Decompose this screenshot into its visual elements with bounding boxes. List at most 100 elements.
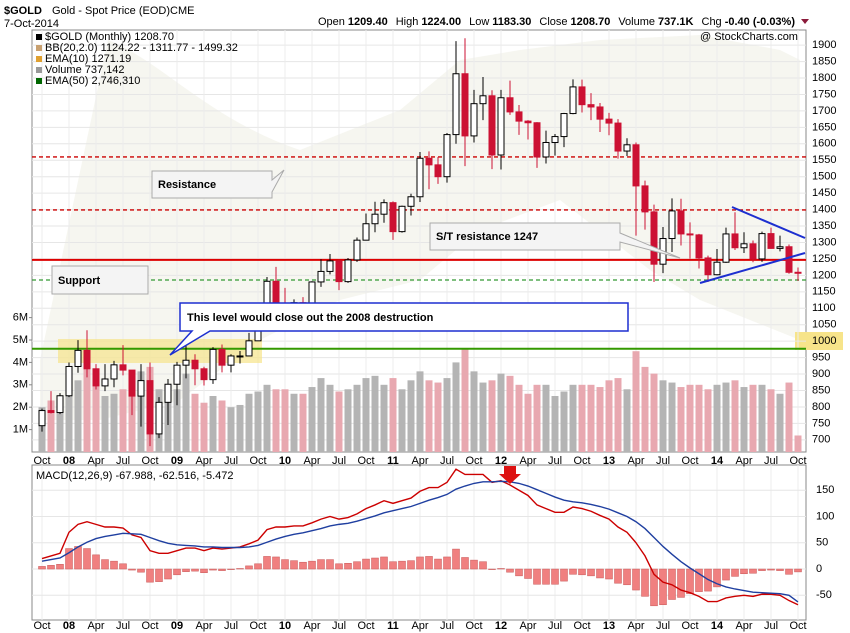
volume-bar bbox=[74, 380, 82, 452]
histogram-bar bbox=[200, 568, 208, 573]
volume-bar bbox=[443, 378, 451, 452]
candle-body bbox=[92, 368, 100, 387]
x-tick-label: Apr bbox=[735, 620, 752, 632]
histogram-bar bbox=[416, 556, 424, 570]
histogram-bar bbox=[722, 568, 730, 581]
volume-bar bbox=[308, 387, 316, 452]
x-tick-label: Apr bbox=[627, 455, 644, 467]
highlight-tick-box bbox=[795, 332, 843, 350]
x-tick-label: Oct bbox=[357, 455, 374, 467]
candle-body bbox=[308, 281, 316, 305]
x-tick-label: 12 bbox=[495, 455, 507, 467]
x-tick-label: Oct bbox=[465, 620, 482, 632]
histogram-bar bbox=[542, 568, 550, 585]
annotation: Resistance bbox=[158, 179, 216, 191]
candle-body bbox=[236, 355, 244, 358]
x-tick-label: 11 bbox=[387, 620, 399, 632]
histogram-bar bbox=[407, 560, 415, 570]
x-tick-label: Jul bbox=[116, 455, 130, 467]
histogram-bar bbox=[740, 568, 748, 575]
volume-bar bbox=[776, 393, 784, 452]
x-tick-label: Jul bbox=[440, 620, 454, 632]
histogram-bar bbox=[191, 568, 199, 572]
histogram-bar bbox=[794, 568, 802, 573]
volume-bar bbox=[767, 389, 775, 452]
x-tick-label: Apr bbox=[195, 620, 212, 632]
y-tick-label: 100 bbox=[816, 510, 834, 522]
change-arrow bbox=[801, 19, 809, 24]
legend-label: EMA(50) 2,746,310 bbox=[45, 75, 140, 87]
candle-body bbox=[605, 118, 613, 124]
volume-bar bbox=[326, 384, 334, 452]
candle-layer bbox=[38, 38, 802, 447]
histogram-bar bbox=[587, 568, 595, 577]
candle-body bbox=[785, 246, 793, 273]
volume-bar bbox=[182, 373, 190, 452]
histogram-bar bbox=[524, 568, 532, 579]
histogram-bar bbox=[578, 568, 586, 576]
candle-body bbox=[740, 243, 748, 249]
legend-swatch bbox=[36, 34, 42, 40]
x-tick-label: Oct bbox=[465, 455, 482, 467]
credit: @ StockCharts.com bbox=[700, 31, 798, 43]
histogram-bar bbox=[317, 559, 325, 570]
histogram-bar bbox=[758, 568, 766, 571]
histogram-bar bbox=[785, 568, 793, 575]
histogram-bar bbox=[290, 560, 298, 570]
candle-body bbox=[218, 348, 226, 366]
volume-bar bbox=[452, 362, 460, 452]
candle-body bbox=[353, 239, 361, 261]
volume-bar bbox=[65, 373, 73, 452]
volume-bar bbox=[209, 396, 217, 452]
volume-bar bbox=[461, 348, 469, 452]
volume-bar bbox=[686, 384, 694, 452]
y-tick-label: 1850 bbox=[812, 55, 836, 67]
histogram-bar bbox=[650, 568, 658, 607]
candle-body bbox=[650, 211, 658, 265]
x-tick-label: 14 bbox=[711, 455, 724, 467]
y2-tick-label: 1M bbox=[13, 424, 28, 436]
y-tick-label: 1150 bbox=[812, 286, 836, 298]
histogram-bar bbox=[371, 557, 379, 570]
histogram-bar bbox=[632, 568, 640, 591]
histogram-bar bbox=[362, 558, 370, 570]
candle-body bbox=[434, 164, 442, 178]
histogram-bar bbox=[245, 565, 253, 570]
histogram-bar bbox=[299, 561, 307, 570]
histogram-bar bbox=[335, 563, 343, 570]
volume-bar bbox=[416, 371, 424, 452]
histogram-bar bbox=[74, 546, 82, 570]
volume-bar bbox=[515, 384, 523, 452]
volume-bar bbox=[560, 391, 568, 452]
volume-bar bbox=[722, 382, 730, 452]
x-tick-label: Jul bbox=[224, 455, 238, 467]
candle-body bbox=[677, 210, 685, 235]
volume-bar bbox=[371, 375, 379, 452]
histogram-bar bbox=[272, 556, 280, 570]
volume-bar bbox=[605, 380, 613, 452]
y-tick-label: 1250 bbox=[812, 253, 836, 265]
volume-bar bbox=[677, 387, 685, 452]
candle-body bbox=[74, 349, 82, 367]
x-tick-label: Jul bbox=[764, 620, 778, 632]
macd-line bbox=[41, 480, 799, 603]
volume-bar bbox=[407, 380, 415, 452]
volume-bar bbox=[281, 389, 289, 452]
candle-body bbox=[245, 340, 253, 357]
histogram-bar bbox=[38, 566, 46, 570]
volume-bar bbox=[506, 375, 514, 452]
y-tick-label: 1450 bbox=[812, 187, 836, 199]
candle-body bbox=[452, 73, 460, 136]
volume-bar bbox=[785, 382, 793, 452]
x-tick-label: Apr bbox=[87, 620, 104, 632]
histogram-bar bbox=[731, 568, 739, 577]
x-tick-label: Jul bbox=[548, 455, 562, 467]
histogram-bar bbox=[461, 557, 469, 570]
y-tick-label: -50 bbox=[816, 589, 832, 601]
histogram-bar bbox=[641, 568, 649, 597]
y-tick-label: 1350 bbox=[812, 220, 836, 232]
x-tick-label: Oct bbox=[681, 620, 698, 632]
volume-bar bbox=[200, 402, 208, 452]
quote-label: Chg bbox=[702, 16, 722, 28]
